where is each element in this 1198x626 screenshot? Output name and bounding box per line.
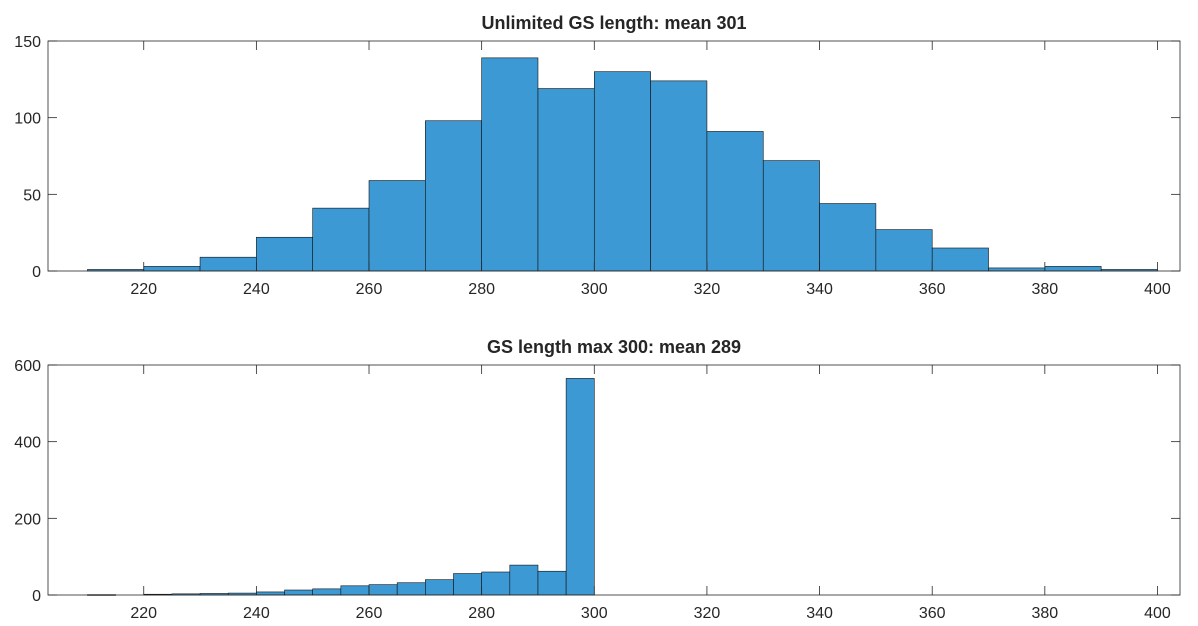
histogram-bar xyxy=(199,256,257,272)
y-tick-label: 400 xyxy=(14,435,41,452)
histogram-panel-max-300: GS length max 300: mean 289 220 240 260 280… xyxy=(14,337,1181,622)
x-tick-label: 280 xyxy=(468,605,495,622)
x-tick-label: 360 xyxy=(919,605,946,622)
histogram-bar xyxy=(819,203,877,272)
x-tick-label: 320 xyxy=(694,281,721,298)
histogram-bar xyxy=(368,180,426,272)
histogram-panel-unlimited: Unlimited GS length: mean 301 220 240 260 2… xyxy=(14,13,1181,298)
histogram-bar xyxy=(1044,266,1102,272)
x-tick-label: 240 xyxy=(243,281,270,298)
histogram-bar xyxy=(509,564,539,596)
histogram-bar xyxy=(312,588,342,596)
y-tick-label: 600 xyxy=(14,358,41,375)
x-tick-label: 220 xyxy=(130,605,157,622)
y-tick-label: 200 xyxy=(14,511,41,528)
histogram-bar xyxy=(425,120,482,272)
y-tick-label: 0 xyxy=(32,264,41,281)
y-tick-label: 150 xyxy=(14,34,41,51)
x-tick-label: 300 xyxy=(581,605,608,622)
histogram-bar xyxy=(931,247,989,272)
x-tick-label: 280 xyxy=(468,281,495,298)
y-tick-label: 0 xyxy=(32,588,41,605)
histogram-bar xyxy=(312,207,370,272)
histogram-bar xyxy=(256,236,313,272)
histogram-bar xyxy=(537,570,567,596)
x-tick-label: 380 xyxy=(1031,605,1058,622)
histogram-bar xyxy=(762,160,820,272)
histogram-bar xyxy=(368,584,398,596)
x-tick-label: 220 xyxy=(130,281,157,298)
y-tick-label: 50 xyxy=(23,187,41,204)
x-tick-label: 300 xyxy=(581,281,608,298)
histogram-bar xyxy=(481,57,539,272)
axes-box xyxy=(47,364,1181,596)
x-tick-label: 360 xyxy=(919,281,946,298)
histogram-bar xyxy=(565,378,595,596)
histogram-bar xyxy=(425,579,454,596)
x-tick-label: 260 xyxy=(356,605,383,622)
histogram-bar xyxy=(875,229,933,272)
histogram-bar xyxy=(988,267,1046,272)
x-tick-label: 380 xyxy=(1031,281,1058,298)
histogram-bar xyxy=(593,71,651,272)
histogram-bar xyxy=(537,88,595,272)
histogram-bar xyxy=(453,573,482,596)
chart-title: GS length max 300: mean 289 xyxy=(487,337,741,357)
y-tick-label: 100 xyxy=(14,111,41,128)
x-tick-label: 320 xyxy=(694,605,721,622)
x-tick-label: 400 xyxy=(1144,605,1171,622)
x-tick-label: 340 xyxy=(806,281,833,298)
histogram-bar xyxy=(143,266,201,272)
x-tick-label: 400 xyxy=(1144,281,1171,298)
histogram-bar xyxy=(284,589,313,596)
histogram-bar xyxy=(340,585,370,596)
histogram-bar xyxy=(706,131,764,272)
axes-box xyxy=(47,40,1181,272)
x-tick-label: 340 xyxy=(806,605,833,622)
histogram-bar xyxy=(396,582,426,596)
x-tick-label: 240 xyxy=(243,605,270,622)
chart-title: Unlimited GS length: mean 301 xyxy=(481,13,746,33)
histogram-bar xyxy=(481,571,511,596)
histogram-bar xyxy=(650,80,708,272)
histogram-bar xyxy=(256,591,285,596)
x-tick-label: 260 xyxy=(356,281,383,298)
